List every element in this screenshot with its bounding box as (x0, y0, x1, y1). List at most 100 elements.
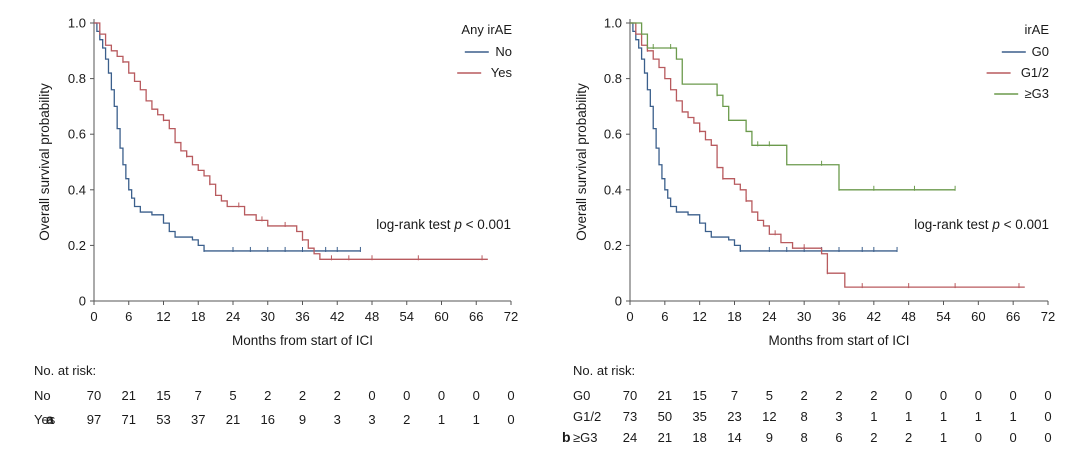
panel-a-risk-cell: 2 (334, 388, 341, 403)
panel-a-x-tick-label: 6 (125, 309, 132, 324)
panel-b-risk-cell: 50 (658, 409, 672, 424)
panel-a-risk-cell: 5 (229, 388, 236, 403)
panel-b-x-tick-label: 72 (1041, 309, 1055, 324)
panel-b-risk-cell: 0 (1010, 388, 1017, 403)
panel-b-risk-cell: 8 (801, 409, 808, 424)
panel-b-x-tick-label: 36 (832, 309, 846, 324)
panel-a-x-tick-label: 54 (400, 309, 414, 324)
panel-b-risk-cell: 6 (835, 430, 842, 445)
panel-b-risk-cell: 1 (870, 409, 877, 424)
panel-a-y-tick-label: 1.0 (68, 16, 86, 31)
panel-a-x-tick-label: 12 (156, 309, 170, 324)
panel-a-risk-cell: 97 (87, 412, 101, 427)
panel-b-risk-cell: 24 (623, 430, 637, 445)
panel-b-risk-cell: 21 (658, 430, 672, 445)
panel-a-risk-cell: 1 (473, 412, 480, 427)
panel-b-risk-cell: 9 (766, 430, 773, 445)
panel-b-risk-title: No. at risk: (573, 363, 635, 378)
panel-a-risk-cell: 0 (473, 388, 480, 403)
panel-a-risk-cell: 70 (87, 388, 101, 403)
panel-a-x-tick-label: 24 (226, 309, 240, 324)
panel-b-risk-cell: 35 (692, 409, 706, 424)
panel-a-x-tick-label: 60 (434, 309, 448, 324)
panel-a-plot: 0 6 12 18 24 30 36 42 48 54 60 66 72 0 0.2 0.4 0.6 0.8 1.0… (37, 16, 518, 349)
panel-b-risk-cell: 1 (905, 409, 912, 424)
panel-b-risk-row-label: G0 (573, 388, 590, 403)
panel-b-y-tick-label: 1.0 (604, 16, 622, 31)
panel-b-risk-cell: 0 (975, 388, 982, 403)
panel-b-legend-title: irAE (1024, 22, 1049, 37)
panel-a-x-axis-label: Months from start of ICI (232, 333, 373, 348)
panel-b-risk-cell: 2 (835, 388, 842, 403)
panel-b-risk-cell: 2 (801, 388, 808, 403)
panel-a-logrank-annotation: log-rank test p < 0.001 (376, 217, 511, 232)
panel-b-risk-cell: 3 (835, 409, 842, 424)
panel-a-series-no-line (94, 22, 361, 252)
panel-b-risk-cell: 1 (940, 409, 947, 424)
panel-b-risk-cell: 2 (870, 430, 877, 445)
panel-a-risk-cell: 2 (403, 412, 410, 427)
panel-a-risk-cell: 0 (507, 412, 514, 427)
panel-b-y-axis-label: Overall survival probability (574, 83, 589, 241)
panel-b-series-g3-line (630, 22, 956, 191)
panel-a-risk-cell: 16 (261, 412, 275, 427)
panel-a-risk-cell: 71 (122, 412, 136, 427)
panel-b-risk-cell: 0 (975, 430, 982, 445)
panel-a-risk-cell: 53 (156, 412, 170, 427)
panel-b-x-tick-label: 18 (727, 309, 741, 324)
panel-a-risk-cell: 9 (299, 412, 306, 427)
panel-a-risk-cell: 1 (438, 412, 445, 427)
panel-b-x-tick-label: 0 (626, 309, 633, 324)
panel-b-x-tick-label: 60 (971, 309, 985, 324)
panel-b-x-tick-label: 6 (661, 309, 668, 324)
panel-b-risk-cell: 21 (658, 388, 672, 403)
panel-a-risk-cell: 21 (122, 388, 136, 403)
panel-a-y-tick-label: 0.2 (68, 238, 86, 253)
panel-b-x-axis-label: Months from start of ICI (768, 333, 909, 348)
panel-b-risk-cell: 1 (940, 430, 947, 445)
panel-b-series-g0-line (630, 22, 898, 252)
panel-a-x-tick-label: 48 (365, 309, 379, 324)
panel-a-x-tick-label: 18 (191, 309, 205, 324)
panel-a-x-tick-label: 72 (504, 309, 518, 324)
panel-a-x-tick-label: 30 (261, 309, 275, 324)
panel-b-x-tick-label: 48 (901, 309, 915, 324)
panel-b-risk-cell: 14 (727, 430, 741, 445)
panel-b-series-g12-line (630, 22, 1025, 288)
panel-a-risk-cell: 7 (195, 388, 202, 403)
panel-a-risk-cell: 15 (156, 388, 170, 403)
panel-b-y-tick-label: 0.6 (604, 127, 622, 142)
panel-b-risk-table: No. at risk:G0 70 21 15 7 5 2 2 2 0 0 0 0 0G1/2 73 50 35… (562, 363, 1052, 445)
panel-b-x-tick-label: 24 (762, 309, 776, 324)
panel-b-x-tick-label: 30 (797, 309, 811, 324)
panel-a-risk-cell: 21 (226, 412, 240, 427)
panel-a-x-tick-label: 66 (469, 309, 483, 324)
panel-a-risk-cell: 2 (264, 388, 271, 403)
panel-b-risk-cell: 70 (623, 388, 637, 403)
panel-a-risk-cell: 3 (368, 412, 375, 427)
panel-b-x-tick-label: 12 (692, 309, 706, 324)
panel-b-plot: 0 6 12 18 24 30 36 42 48 54 60 66 72 0 0.2 0.4 0.6 0.8 1.0… (574, 16, 1055, 349)
panel-b-risk-cell: 1 (975, 409, 982, 424)
panel-a-risk-cell: 0 (403, 388, 410, 403)
panel-a-risk-cell: 0 (368, 388, 375, 403)
panel-b-risk-cell: 0 (1044, 388, 1051, 403)
panel-b-legend-label: G1/2 (1021, 65, 1049, 80)
panel-b-risk-cell: 0 (1044, 409, 1051, 424)
panel-a-legend-title: Any irAE (461, 22, 512, 37)
panel-b-risk-cell: 7 (731, 388, 738, 403)
panel-a-risk-cell: 3 (334, 412, 341, 427)
panel-a-x-tick-label: 36 (295, 309, 309, 324)
panel-a-panel-label: a (46, 411, 54, 427)
panel-a-x-tick-label: 42 (330, 309, 344, 324)
panel-a-risk-cell: 0 (438, 388, 445, 403)
panel-b-risk-cell: 23 (727, 409, 741, 424)
panel-a-risk-row-label: Yes (34, 412, 56, 427)
panel-b-risk-cell: 0 (1010, 430, 1017, 445)
panel-b-risk-cell: 73 (623, 409, 637, 424)
panel-a-y-tick-label: 0.4 (68, 182, 86, 197)
panel-a-y-tick-label: 0 (79, 294, 86, 309)
panel-b-risk-cell: 18 (692, 430, 706, 445)
panel-a-risk-cell: 2 (299, 388, 306, 403)
